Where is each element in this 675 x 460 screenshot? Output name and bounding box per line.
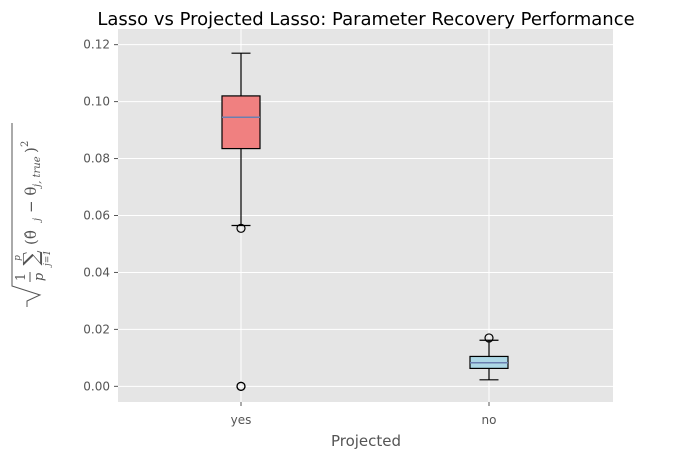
x-tick-label: yes	[231, 413, 252, 427]
svg-text:1: 1	[14, 273, 29, 281]
svg-text:(θ̂: (θ̂	[22, 230, 40, 245]
y-ticks: 0.00 0.02 0.04 0.06 0.08 0.10 0.12	[83, 38, 118, 393]
y-tick-label: 0.02	[83, 322, 110, 336]
svg-text:p: p	[32, 272, 47, 281]
box-no	[469, 333, 509, 381]
svg-text:): )	[22, 147, 40, 153]
box-iqr	[221, 95, 261, 150]
svg-text:p: p	[13, 255, 23, 261]
svg-text:∑: ∑	[19, 251, 43, 266]
y-tick-label: 0.10	[83, 95, 110, 109]
outlier-point	[236, 223, 246, 233]
svg-text:j=1: j=1	[43, 250, 53, 268]
svg-text:j: j	[32, 218, 43, 223]
y-tick-label: 0.00	[83, 379, 110, 393]
chart-title: Lasso vs Projected Lasso: Parameter Reco…	[97, 9, 634, 30]
boxes-layer	[221, 52, 509, 391]
x-axis-label: Projected	[331, 432, 401, 450]
y-tick-label: 0.08	[83, 152, 110, 166]
outlier-point	[484, 333, 494, 343]
svg-text:− θ: − θ	[22, 187, 40, 213]
box-yes	[221, 52, 261, 391]
y-tick-label: 0.04	[83, 265, 110, 279]
x-tick-label: no	[482, 413, 497, 427]
y-tick-label: 0.12	[83, 38, 110, 52]
x-ticks: yes no	[231, 402, 497, 427]
y-tick-label: 0.06	[83, 209, 110, 223]
outlier-point	[236, 381, 246, 391]
svg-text:j, true: j, true	[32, 156, 43, 189]
y-axis-label: 1 p p ∑ j=1 (θ̂ j − θ j, true ) 2	[11, 123, 53, 307]
svg-text:2: 2	[20, 141, 31, 147]
